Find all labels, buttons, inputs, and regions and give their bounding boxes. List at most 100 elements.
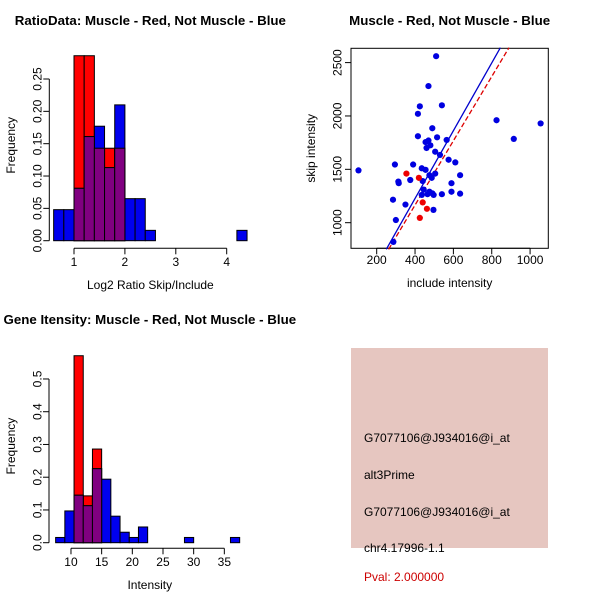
y-tick-label: 0.20 <box>31 99 45 123</box>
blue-histogram-bar <box>119 531 130 544</box>
muscle-point <box>423 205 431 212</box>
not-muscle-point <box>410 161 417 168</box>
x-tick-label: 600 <box>443 253 463 267</box>
x-axis-title: Intensity <box>127 578 172 592</box>
overlap-histogram-bar <box>114 147 126 242</box>
not-muscle-point <box>390 238 397 245</box>
chart-title: Muscle - Red, Not Muscle - Blue <box>349 13 550 28</box>
not-muscle-point <box>428 174 435 181</box>
not-muscle-point <box>425 82 432 90</box>
probe-id-repeat-text: G7077106@J934016@i_at <box>364 505 510 519</box>
muscle-fit-line <box>388 47 510 250</box>
blue-histogram-bar <box>183 536 195 544</box>
blue-histogram-bar <box>134 198 146 242</box>
y-tick-label: 0.3 <box>31 436 45 453</box>
y-tick-label: 0.1 <box>31 501 45 518</box>
x-axis-title: include intensity <box>407 276 492 290</box>
pval-text: Pval: 2.000000 <box>364 570 445 584</box>
not-muscle-point <box>414 110 422 117</box>
not-muscle-point <box>395 180 402 187</box>
y-tick-label: 0.0 <box>31 534 45 551</box>
x-tick-label: 800 <box>482 253 502 267</box>
x-tick-label: 400 <box>405 253 425 267</box>
intensity-scatter-chart: Muscle - Red, Not Muscle - Blue 200 400 600… <box>304 13 550 290</box>
blue-histogram-bar <box>101 478 112 544</box>
overlap-histogram-bar <box>73 187 85 242</box>
x-tick-label: 10 <box>64 555 78 569</box>
not-muscle-point <box>448 188 455 195</box>
not-muscle-point <box>355 167 362 174</box>
not-muscle-point <box>438 102 445 109</box>
blue-histogram-bar <box>110 515 121 544</box>
y-tick-label: 1000 <box>331 209 345 236</box>
not-muscle-point <box>433 53 440 60</box>
not-muscle-point <box>430 206 437 213</box>
not-muscle-point <box>424 191 431 198</box>
not-muscle-point <box>452 159 459 166</box>
not-muscle-point <box>416 103 423 110</box>
x-tick-label: 15 <box>95 555 109 569</box>
muscle-point <box>403 170 410 177</box>
not-muscle-point <box>422 166 429 173</box>
not-muscle-point <box>429 125 436 132</box>
chart-title: RatioData: Muscle - Red, Not Muscle - Bl… <box>15 13 286 28</box>
y-tick-label: 1500 <box>331 156 345 183</box>
not-muscle-point <box>456 172 464 179</box>
y-tick-label: 0.4 <box>31 403 45 420</box>
not-muscle-point <box>510 135 517 143</box>
x-tick-label: 3 <box>172 255 179 269</box>
blue-histogram-bar <box>55 536 66 544</box>
muscle-point <box>419 199 426 206</box>
blue-histogram-bar <box>124 198 136 242</box>
blue-histogram-bar <box>137 526 149 544</box>
not-muscle-point <box>414 133 422 140</box>
gene-info-panel: G7077106@J934016@i_at alt3Prime G7077106… <box>300 300 600 600</box>
blue-histogram-bar <box>64 510 75 544</box>
overlap-histogram-bar <box>93 147 106 242</box>
x-tick-label: 30 <box>187 555 201 569</box>
y-axis-title: skip intensity <box>304 114 318 183</box>
muscle-point <box>415 174 422 181</box>
chromosome-location-text: chr4.17996-1.1 <box>364 541 445 555</box>
x-tick-label: 1000 <box>517 253 544 267</box>
blue-histogram-bar <box>128 536 139 544</box>
x-tick-label: 25 <box>156 555 170 569</box>
overlap-histogram-bar <box>104 167 116 242</box>
not-muscle-point <box>537 120 544 127</box>
y-tick-label: 2500 <box>331 49 345 76</box>
x-tick-label: 200 <box>367 253 387 267</box>
probe-id-text: G7077106@J934016@i_at <box>364 431 510 445</box>
y-axis-title: Frequency <box>4 418 18 475</box>
y-tick-label: 0.2 <box>31 469 45 486</box>
ratio-histogram-panel: RatioData: Muscle - Red, Not Muscle - Bl… <box>0 0 300 300</box>
gene-info-box: G7077106@J934016@i_at alt3Prime G7077106… <box>351 348 548 584</box>
muscle-point <box>416 214 423 221</box>
not-muscle-point <box>443 136 450 144</box>
y-tick-label: 0.15 <box>31 132 45 156</box>
x-axis-title: Log2 Ratio Skip/Include <box>87 278 214 292</box>
not-muscle-point <box>418 191 425 199</box>
y-tick-label: 0.05 <box>31 196 45 220</box>
not-muscle-point <box>448 180 455 187</box>
blue-histogram-bar <box>229 536 241 544</box>
blue-histogram-bar <box>236 229 248 242</box>
not-muscle-point <box>432 170 439 177</box>
y-tick-label: 0.25 <box>31 67 45 91</box>
not-muscle-point <box>407 176 414 184</box>
y-tick-label: 2000 <box>331 102 345 129</box>
not-muscle-point <box>436 151 444 159</box>
plot-box <box>350 47 549 249</box>
overlap-histogram-bar <box>91 468 103 544</box>
blue-histogram-bar <box>63 209 75 242</box>
intensity-scatter-panel: Muscle - Red, Not Muscle - Blue 200 400 600… <box>300 0 600 300</box>
y-tick-label: 0.10 <box>31 164 45 188</box>
x-tick-label: 2 <box>122 255 129 269</box>
not-muscle-point <box>433 134 441 141</box>
overlap-histogram-bar <box>82 505 93 544</box>
blue-histogram-bar <box>144 229 156 242</box>
overlap-histogram-bar <box>73 494 84 544</box>
chart-title: Gene Itensity: Muscle - Red, Not Muscle … <box>4 312 297 327</box>
overlap-histogram-bar <box>83 136 95 242</box>
gene-intensity-histogram-chart: Gene Itensity: Muscle - Red, Not Muscle … <box>4 312 297 592</box>
not-muscle-point <box>423 144 430 152</box>
